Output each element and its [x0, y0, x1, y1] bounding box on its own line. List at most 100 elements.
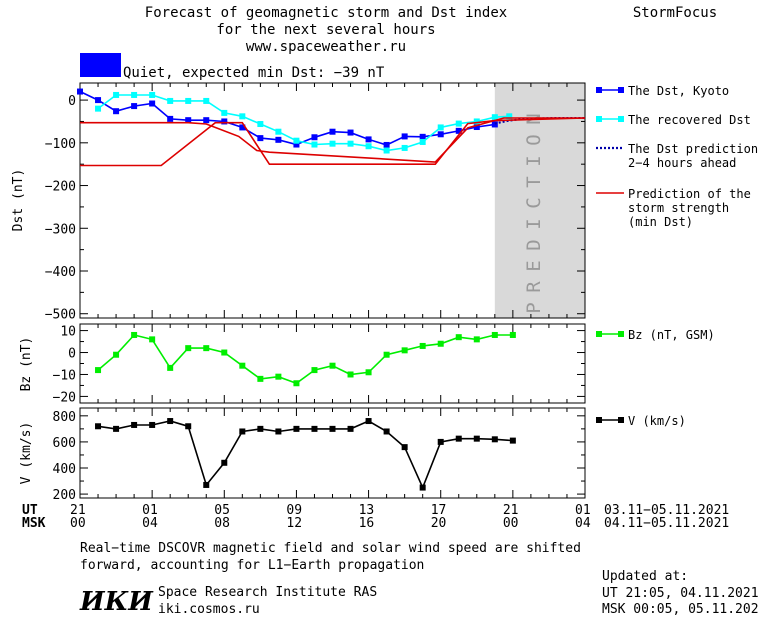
series-point	[473, 124, 480, 131]
updated-label: Updated at:	[602, 569, 688, 584]
series-point	[257, 121, 264, 128]
msk-tick-label: 04	[142, 516, 158, 531]
series-point	[293, 137, 300, 144]
series-point	[113, 91, 120, 98]
series-point	[185, 345, 192, 352]
series-point	[95, 367, 102, 374]
legend-label: 2−4 hours ahead	[628, 156, 736, 170]
msk-tick-label: 16	[359, 516, 375, 531]
series-point	[239, 124, 246, 131]
note-line-1: Real−time DSCOVR magnetic field and sola…	[80, 541, 581, 556]
series-point	[113, 425, 120, 432]
series-point	[437, 124, 444, 131]
legend-label: The recovered Dst	[628, 113, 751, 127]
ut-tick-label: 01	[575, 503, 591, 518]
series-point	[275, 373, 282, 380]
series-point	[131, 103, 138, 110]
series-point	[203, 117, 210, 124]
series-point	[257, 135, 264, 142]
series-point	[149, 91, 156, 98]
prediction-zone	[494, 83, 585, 318]
bz-panel: 10 0 −10 −20 Bz (nT)	[19, 323, 586, 405]
series-line	[97, 420, 513, 490]
y-tick-label: −20	[53, 390, 76, 405]
series-point	[419, 484, 426, 491]
y-tick-label: −500	[45, 308, 76, 323]
ut-tick-label: 13	[359, 503, 375, 518]
series-point	[365, 369, 372, 376]
series-point	[506, 113, 513, 120]
institute-name: Space Research Institute RAS	[158, 585, 377, 600]
legend-marker	[596, 331, 602, 337]
series-point	[329, 362, 336, 369]
msk-tick-label: 08	[214, 516, 230, 531]
msk-tick-label: 00	[503, 516, 519, 531]
status-color-swatch	[80, 53, 121, 77]
series-point	[203, 97, 210, 104]
ut-tick-label: 21	[70, 503, 86, 518]
series-point	[149, 421, 156, 428]
series-point	[293, 425, 300, 432]
institute-site: iki.cosmos.ru	[158, 602, 260, 617]
series-point	[113, 108, 120, 115]
series-point	[365, 136, 372, 143]
msk-date-range: 04.11−05.11.2021	[604, 516, 729, 531]
series-point	[221, 349, 228, 356]
y-tick-label: −300	[45, 222, 76, 237]
y-tick-label: 10	[60, 325, 76, 340]
series-point	[383, 141, 390, 148]
legend-label: V (km/s)	[628, 414, 686, 428]
series-point	[311, 367, 318, 374]
series-line	[79, 90, 495, 146]
legend-label: The Dst prediction	[628, 142, 758, 156]
series-point	[239, 113, 246, 120]
series-point	[455, 120, 462, 127]
series-point	[509, 331, 516, 338]
series-line	[80, 117, 585, 163]
legend: The Dst, Kyoto The recovered Dst The Dst p…	[596, 84, 758, 428]
y-tick-label: 200	[53, 488, 76, 503]
series-point	[185, 97, 192, 104]
prediction-letter: E	[523, 260, 545, 271]
msk-tick-label: 20	[431, 516, 447, 531]
legend-marker	[596, 116, 602, 122]
y-axis-label: V (km/s)	[19, 422, 34, 485]
series-point	[95, 105, 102, 112]
series-point	[383, 351, 390, 358]
y-tick-label: 0	[68, 347, 76, 362]
legend-marker	[596, 87, 602, 93]
msk-tick-label: 12	[286, 516, 302, 531]
y-tick-label: −10	[53, 368, 76, 383]
series-point	[311, 425, 318, 432]
series-point	[419, 138, 426, 145]
title-line-2: for the next several hours	[216, 22, 435, 38]
y-tick-label: 600	[53, 436, 76, 451]
series-point	[275, 128, 282, 135]
legend-marker	[596, 417, 602, 423]
series-point	[347, 371, 354, 378]
series-point	[437, 131, 444, 138]
ut-tick-label: 21	[503, 503, 519, 518]
series-point	[293, 380, 300, 387]
ut-tick-label: 05	[214, 503, 230, 518]
y-tick-label: −200	[45, 180, 76, 195]
series-point	[131, 91, 138, 98]
prediction-letter: D	[523, 239, 545, 250]
plot-frame	[79, 407, 586, 499]
y-axis-label: Dst (nT)	[11, 169, 26, 232]
updated-ut: UT 21:05, 04.11.2021	[602, 586, 759, 601]
prediction-letter: C	[523, 197, 545, 208]
series-point	[437, 340, 444, 347]
series-point	[455, 127, 462, 134]
series-point	[113, 351, 120, 358]
series-point	[221, 109, 228, 116]
series-point	[95, 97, 102, 104]
series-point	[455, 334, 462, 341]
prediction-letter: I	[523, 155, 545, 166]
prediction-letter: T	[523, 176, 545, 187]
series-point	[257, 425, 264, 432]
series-point	[473, 118, 480, 125]
prediction-letter: R	[523, 281, 545, 293]
series-point	[167, 418, 174, 425]
